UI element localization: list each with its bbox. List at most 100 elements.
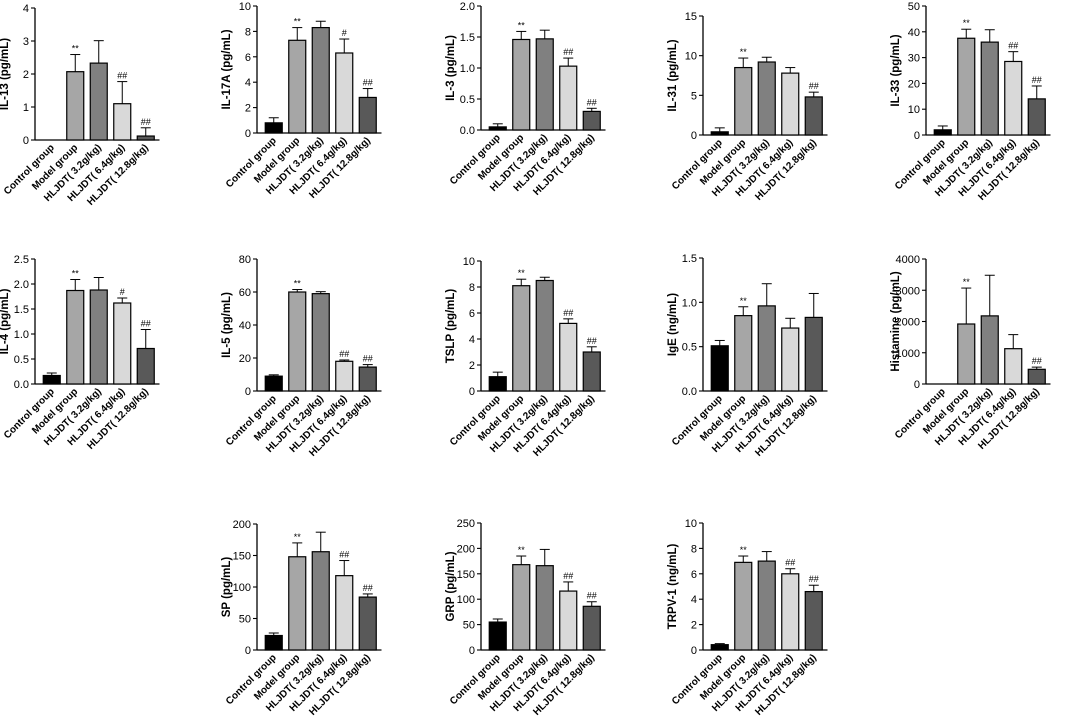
- significance-label: ##: [587, 97, 597, 107]
- significance-label: ##: [363, 78, 373, 88]
- y-tick-label: 4: [23, 3, 29, 15]
- bar: [288, 556, 307, 651]
- bar: [488, 126, 507, 131]
- significance-label: **: [963, 277, 971, 287]
- y-tick-label: 40: [908, 27, 920, 39]
- y-tick-label: 2: [691, 620, 697, 632]
- y-tick-label: 10: [908, 104, 920, 116]
- y-tick-label: 50: [239, 614, 251, 626]
- bar: [582, 605, 601, 651]
- y-tick-label: 150: [233, 551, 251, 563]
- y-axis-label: TRPV-1 (ng/mL): [667, 544, 679, 630]
- significance-label: **: [294, 17, 302, 27]
- bar: [89, 289, 108, 385]
- y-tick-label: 0.0: [682, 386, 697, 398]
- bar: [89, 62, 108, 141]
- bar: [734, 561, 753, 651]
- y-axis-label: IL-17A (pg/mL): [221, 29, 233, 109]
- significance-label: ##: [587, 591, 597, 601]
- y-tick-label: 1.5: [460, 32, 475, 44]
- y-tick-label: 0: [469, 386, 475, 398]
- y-tick-label: 15: [685, 11, 697, 23]
- y-tick-label: 200: [233, 519, 251, 531]
- bar: [358, 596, 377, 651]
- y-tick-label: 0: [23, 135, 29, 147]
- significance-label: **: [740, 296, 748, 306]
- bar: [66, 289, 85, 385]
- y-tick-label: 0.0: [460, 125, 475, 137]
- bar: [710, 644, 729, 651]
- bar: [1027, 368, 1046, 385]
- significance-label: ##: [785, 558, 795, 568]
- y-tick-label: 0.0: [14, 379, 29, 391]
- bar: [957, 323, 976, 385]
- y-axis-label: IL-4 (pg/mL): [0, 288, 11, 354]
- bar: [535, 565, 554, 651]
- y-tick-label: 0: [691, 130, 697, 142]
- y-tick-label: 2.0: [14, 279, 29, 291]
- bar: [781, 327, 800, 392]
- bar: [582, 351, 601, 392]
- y-tick-label: 150: [457, 569, 475, 581]
- y-tick-label: 40: [239, 320, 251, 332]
- y-tick-label: 0: [914, 130, 920, 142]
- significance-label: ##: [1008, 41, 1018, 51]
- bar: [980, 315, 999, 385]
- significance-label: **: [294, 532, 302, 542]
- y-tick-label: 1.0: [460, 63, 475, 75]
- y-tick-label: 10: [463, 256, 475, 268]
- bar: [804, 316, 823, 392]
- bar: [335, 52, 354, 134]
- y-tick-label: 0.5: [682, 342, 697, 354]
- bar: [42, 374, 61, 385]
- y-tick-label: 1.5: [682, 253, 697, 265]
- y-tick-label: 8: [245, 26, 251, 38]
- significance-label: ##: [563, 571, 573, 581]
- chart-panel-3: 0.00.51.01.52.0IL-3 (pg/mL)Control group…: [445, 1, 606, 198]
- significance-label: **: [740, 47, 748, 57]
- y-tick-label: 250: [457, 518, 475, 530]
- bar: [804, 96, 823, 136]
- y-axis-label: GRP (pg/mL): [445, 551, 457, 621]
- y-axis-label: IL-5 (pg/mL): [221, 292, 233, 358]
- y-tick-label: 50: [908, 1, 920, 13]
- y-axis-label: IL-13 (pg/mL): [0, 38, 11, 110]
- y-tick-label: 60: [239, 287, 251, 299]
- significance-label: **: [518, 545, 526, 555]
- bar: [757, 305, 776, 392]
- significance-label: ##: [363, 583, 373, 593]
- bar: [288, 39, 307, 134]
- bar: [311, 551, 330, 651]
- bar: [264, 122, 283, 134]
- significance-label: **: [72, 44, 80, 54]
- y-tick-label: 2: [469, 360, 475, 372]
- y-axis-label: IL-31 (pg/mL): [667, 39, 679, 111]
- bar: [113, 103, 132, 141]
- significance-label: **: [963, 18, 971, 28]
- y-axis-label: IgE (ng/mL): [667, 293, 679, 356]
- bar: [264, 375, 283, 392]
- y-tick-label: 100: [457, 594, 475, 606]
- y-tick-label: 30: [908, 53, 920, 65]
- y-tick-label: 200: [457, 543, 475, 555]
- y-tick-label: 5: [691, 90, 697, 102]
- bar: [582, 110, 601, 131]
- bar: [781, 72, 800, 136]
- y-tick-label: 50: [463, 620, 475, 632]
- significance-label: ##: [809, 81, 819, 91]
- bar: [488, 621, 507, 651]
- bar: [933, 129, 952, 136]
- bar: [757, 560, 776, 651]
- significance-label: ##: [587, 336, 597, 346]
- bar: [358, 96, 377, 134]
- y-axis-label: IL-33 (pg/mL): [890, 34, 902, 106]
- bar: [512, 38, 531, 131]
